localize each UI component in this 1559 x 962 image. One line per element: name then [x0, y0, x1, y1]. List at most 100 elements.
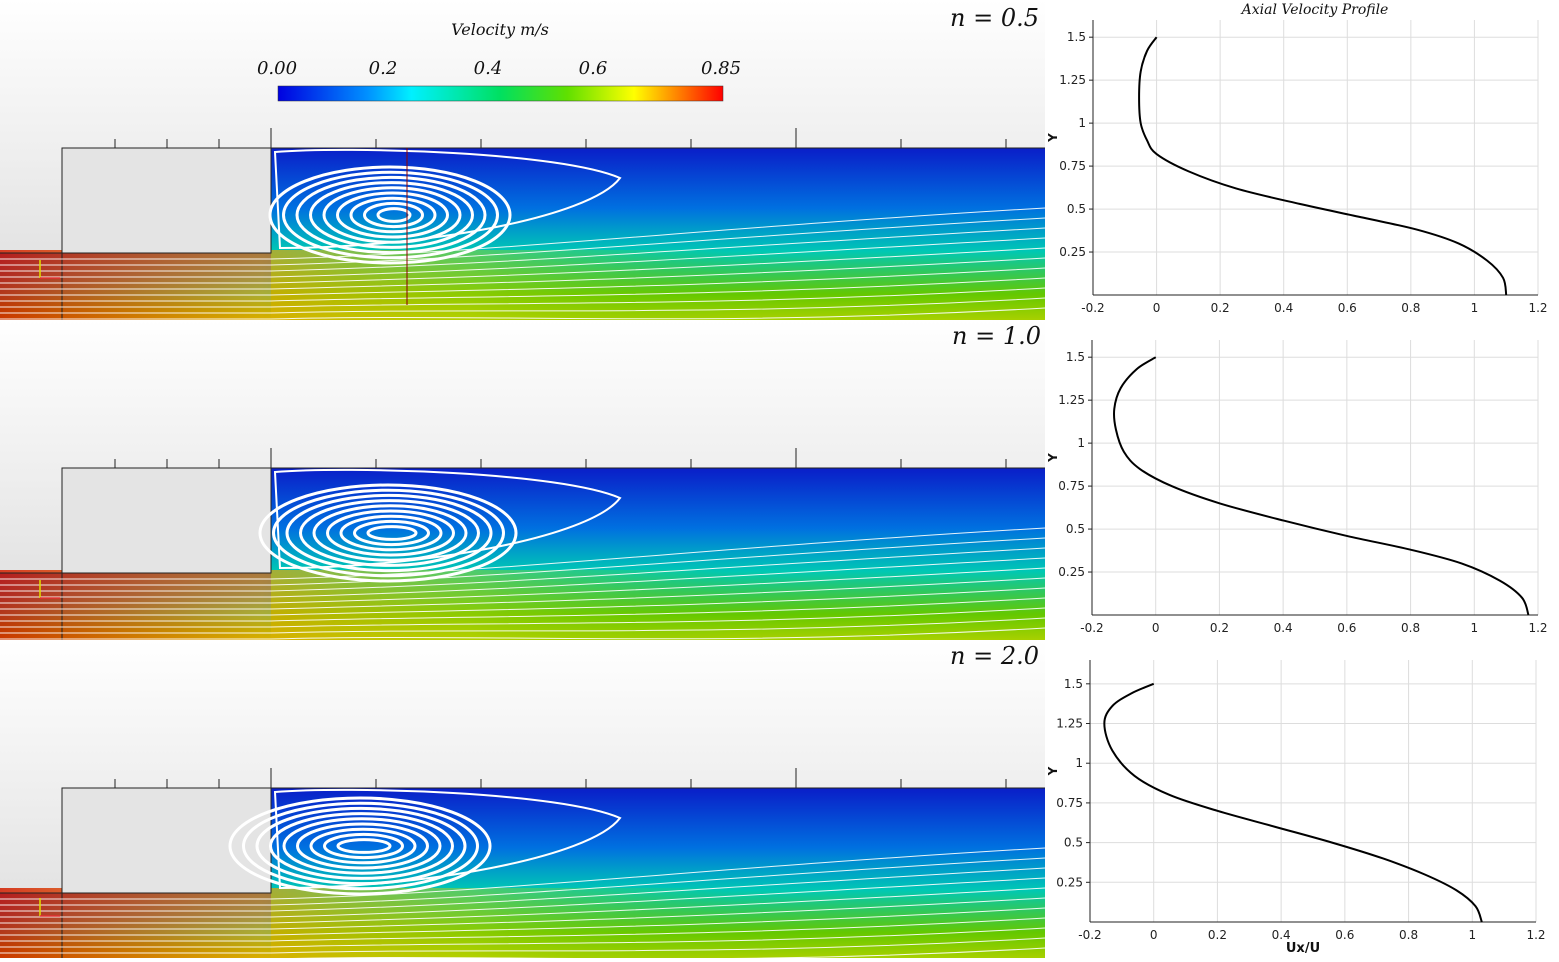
- cfd-panel: [0, 320, 1046, 640]
- streamline: [0, 237, 1046, 278]
- vortex-streamline: [349, 196, 437, 234]
- streamline: [0, 927, 1046, 948]
- y-tick-label: 1: [1077, 436, 1085, 450]
- y-tick-label: 1.5: [1067, 30, 1086, 44]
- streamline: [0, 907, 1046, 936]
- vortex-streamline: [336, 838, 392, 854]
- streamline: [0, 877, 1046, 918]
- colorbar: [277, 85, 724, 102]
- step-block: [62, 468, 271, 573]
- y-tick-label: 0.5: [1066, 522, 1085, 536]
- y-tick-label: 1.5: [1064, 677, 1083, 691]
- y-tick-label: 0.75: [1058, 479, 1085, 493]
- vortex-streamline: [309, 181, 474, 249]
- colorbar-title: Velocity m/s: [451, 20, 549, 39]
- streamline: [0, 897, 1046, 930]
- panel-label-n20: n = 2.0: [950, 642, 1039, 670]
- vortex-streamline: [363, 201, 424, 229]
- x-tick-label: 1: [1468, 928, 1476, 942]
- streamline: [0, 267, 1046, 296]
- y-tick-label: 0.75: [1056, 796, 1083, 810]
- y-tick-label: 1.25: [1058, 393, 1085, 407]
- panel-label-n10: n = 1.0: [952, 322, 1041, 350]
- profile-chart: -0.2 0 0.2 0.4 0.6 0.8 1 1.2 0.25 0.5 0.75 1 1.25 1.5…: [1046, 340, 1548, 635]
- x-tick-label: 0.4: [1274, 301, 1293, 315]
- y-axis-label: Y: [1046, 766, 1060, 776]
- x-tick-label: 0.6: [1335, 928, 1354, 942]
- y-tick-label: 0.5: [1064, 836, 1083, 850]
- colorbar-tick: 0.00: [256, 58, 298, 79]
- y-axis-label: Y: [1046, 453, 1060, 463]
- x-tick-label: -0.2: [1081, 301, 1104, 315]
- vortex-streamline: [336, 191, 449, 239]
- colorbar-tick: 0.4: [473, 58, 503, 79]
- vortex-streamline: [326, 509, 455, 557]
- x-tick-label: 0: [1150, 928, 1158, 942]
- y-axis-label: Y: [1046, 133, 1060, 143]
- streamline: [0, 287, 1046, 308]
- streamline: [0, 597, 1046, 622]
- cfd-panel: [0, 0, 1046, 320]
- x-tick-label: 0.8: [1399, 928, 1418, 942]
- y-tick-label: 0.25: [1056, 875, 1083, 889]
- vortex-outer-streamline: [273, 148, 622, 250]
- vortex-streamline: [228, 796, 492, 896]
- streamline: [0, 537, 1046, 586]
- velocity-profile-line: [1103, 682, 1483, 923]
- x-tick-label: 0: [1153, 301, 1161, 315]
- vortex-streamline: [376, 207, 412, 223]
- colorbar-tick: 0.6: [578, 58, 608, 79]
- x-tick-label: -0.2: [1078, 928, 1101, 942]
- cfd-panel: [0, 640, 1046, 960]
- vortex-streamline: [299, 499, 480, 567]
- vortex-streamline: [258, 483, 518, 583]
- y-tick-label: 1: [1078, 116, 1086, 130]
- x-tick-label: 1: [1470, 621, 1478, 635]
- streamline: [0, 257, 1046, 290]
- streamline: [0, 527, 1046, 580]
- velocity-profile-line: [1112, 356, 1530, 616]
- vortex-streamline: [242, 801, 479, 891]
- x-axis-label: Ux/U: [1286, 941, 1320, 956]
- streamline: [0, 867, 1046, 912]
- y-tick-label: 0.75: [1059, 159, 1086, 173]
- vortex-streamline: [323, 832, 404, 860]
- vortex-streamline: [295, 175, 487, 255]
- x-tick-label: 0.6: [1337, 621, 1356, 635]
- streamline: [0, 587, 1046, 616]
- vortex-outer-streamline: [273, 788, 622, 890]
- vortex-streamline: [269, 812, 454, 880]
- vortex-streamline: [366, 525, 418, 541]
- x-tick-label: 1: [1471, 301, 1479, 315]
- streamline: [0, 917, 1046, 942]
- vortex-streamline: [282, 817, 442, 875]
- vortex-streamline: [353, 519, 430, 547]
- streamline: [0, 857, 1046, 906]
- vortex-streamline: [282, 170, 499, 260]
- streamline: [0, 217, 1046, 266]
- streamline: [0, 547, 1046, 592]
- x-tick-label: 0.8: [1401, 621, 1420, 635]
- x-tick-label: 0.4: [1274, 621, 1293, 635]
- x-tick-label: 0.8: [1401, 301, 1420, 315]
- vortex-streamline: [312, 504, 468, 562]
- streamline: [0, 627, 1046, 640]
- streamline: [0, 847, 1046, 900]
- x-tick-label: 0.2: [1211, 301, 1230, 315]
- panel-label-n05: n = 0.5: [950, 4, 1039, 32]
- vortex-streamline: [255, 806, 467, 886]
- streamline: [0, 937, 1046, 954]
- x-tick-label: 0.4: [1272, 928, 1291, 942]
- x-tick-label: -0.2: [1080, 621, 1103, 635]
- vortex-streamline: [296, 822, 429, 870]
- streamline: [0, 297, 1046, 314]
- streamline: [0, 577, 1046, 610]
- x-tick-label: 1.2: [1528, 301, 1547, 315]
- streamline: [0, 617, 1046, 634]
- streamline: [0, 277, 1046, 302]
- step-block: [62, 148, 271, 253]
- high-velocity-region: [0, 250, 1045, 320]
- chart-title: Axial Velocity Profile: [1241, 2, 1389, 18]
